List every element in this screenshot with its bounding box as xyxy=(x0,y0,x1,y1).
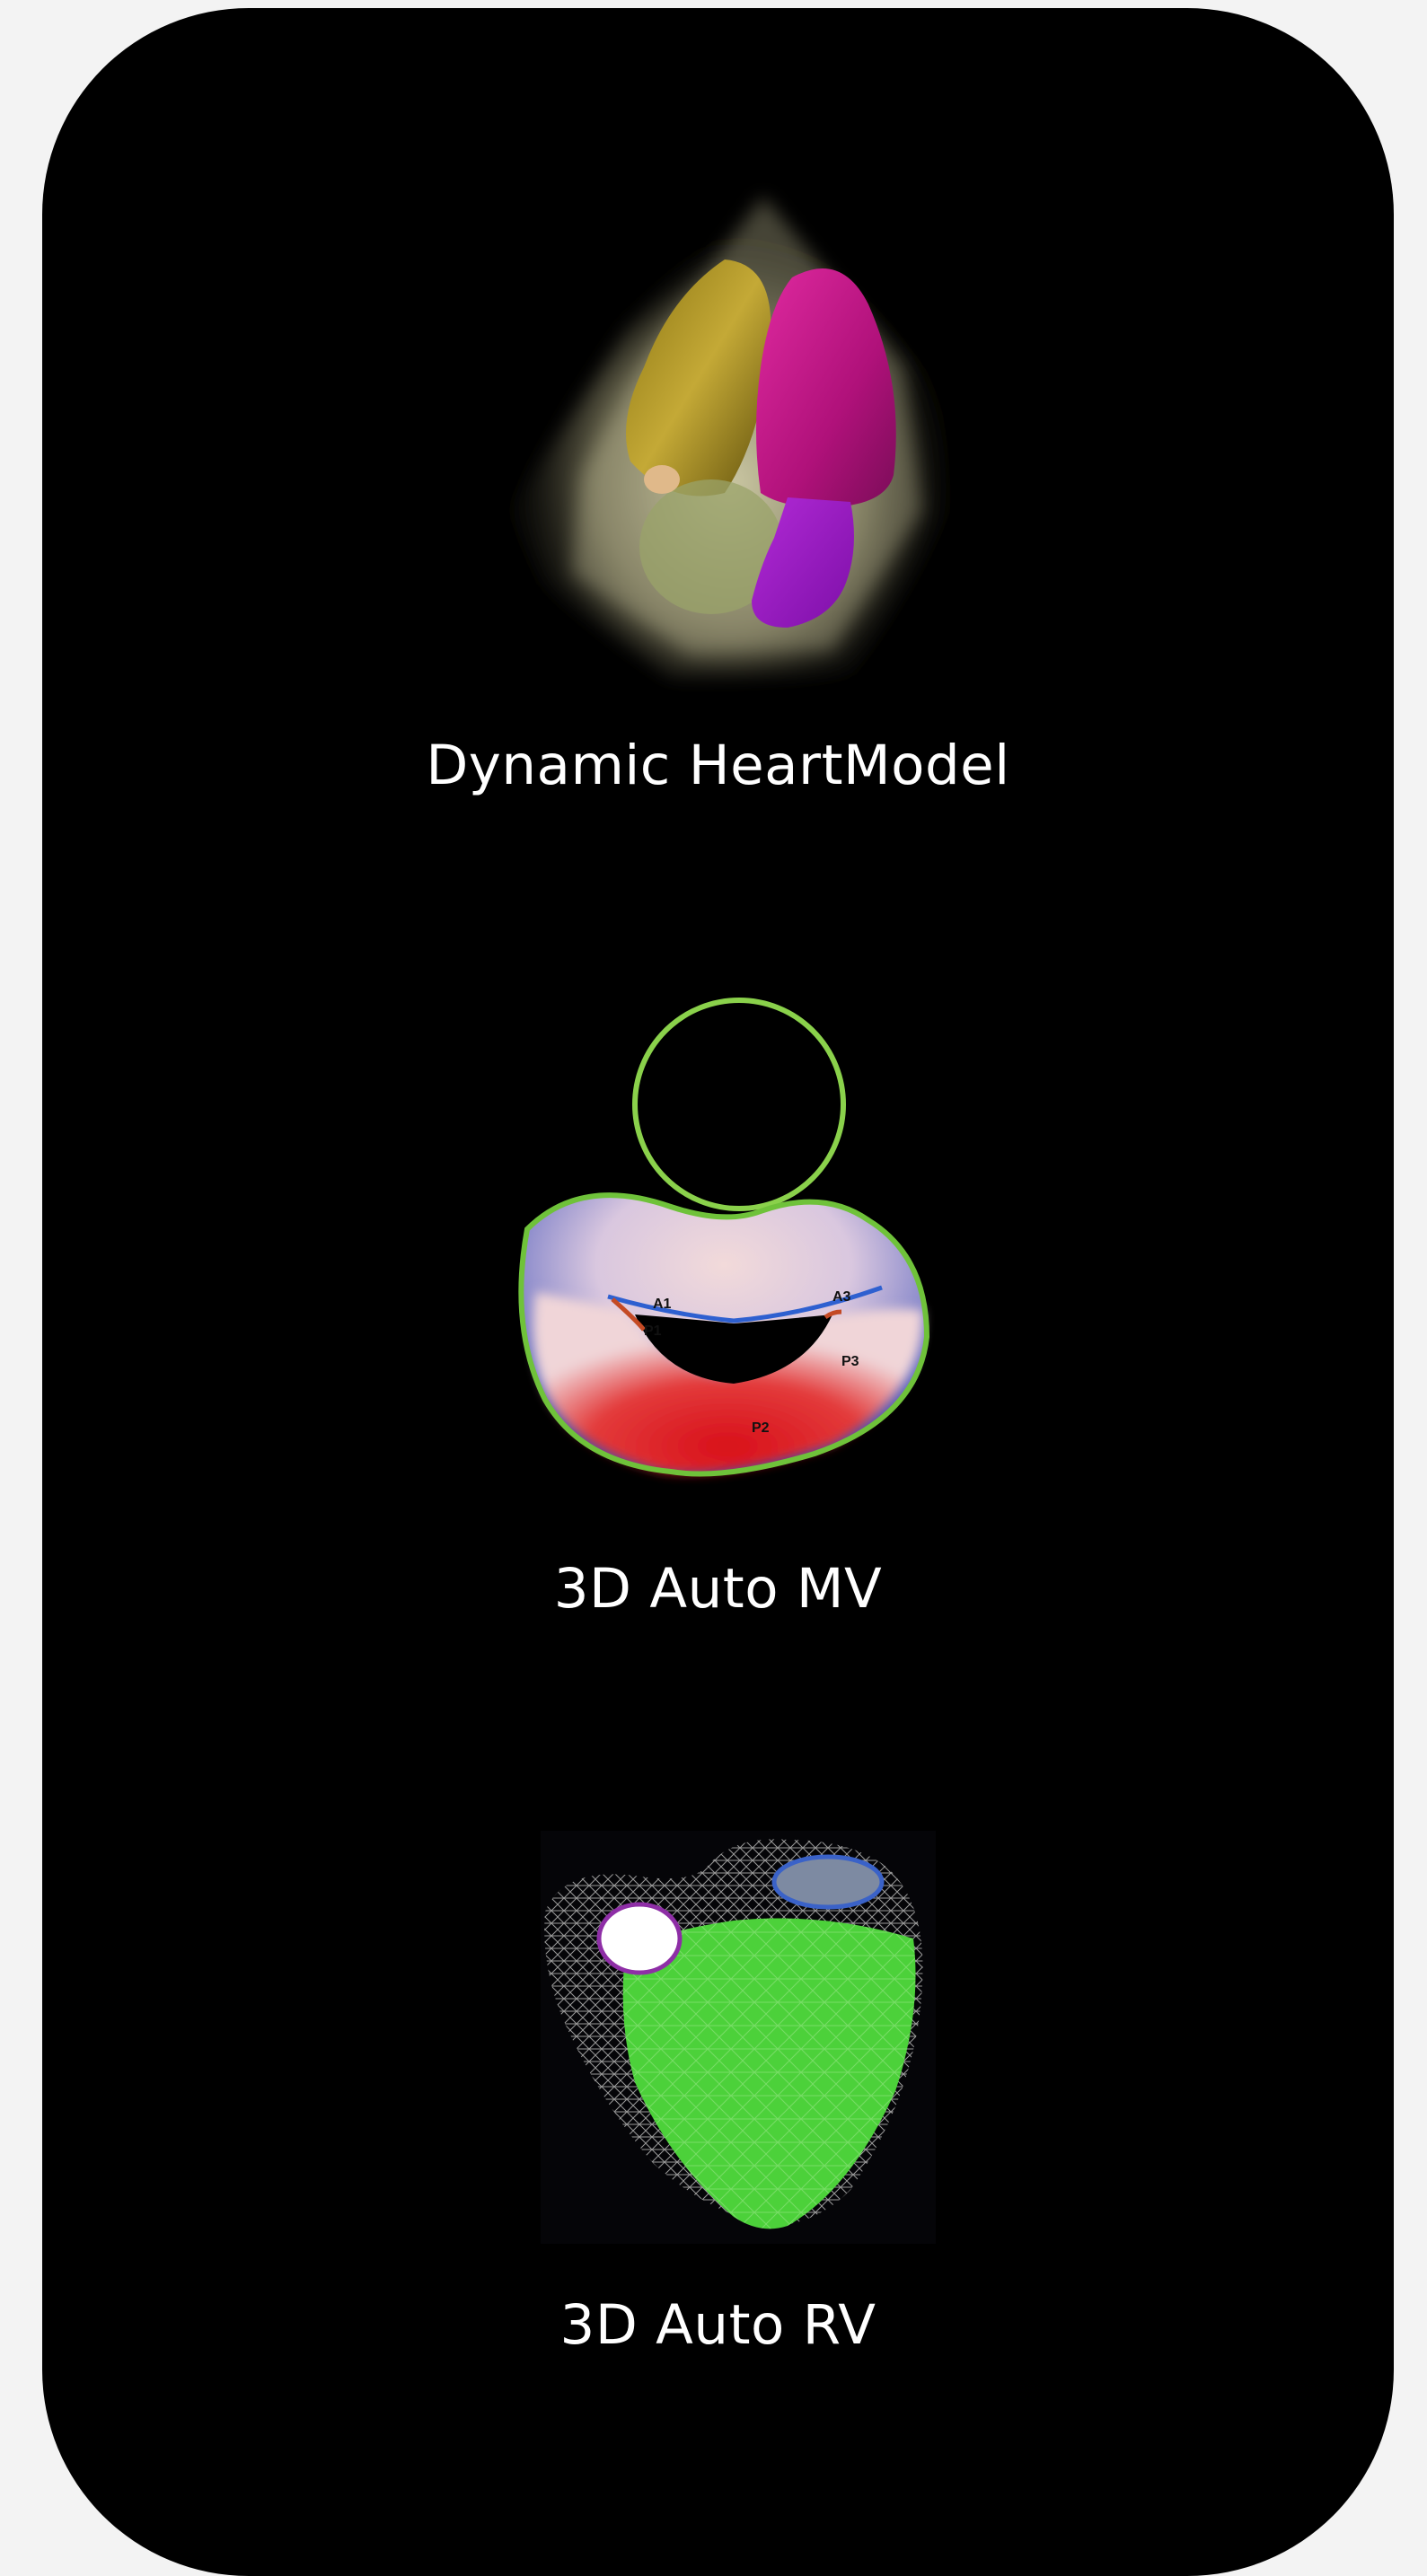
segment-label-a3: A3 xyxy=(832,1289,851,1305)
feature-label: Dynamic HeartModel xyxy=(426,734,1010,797)
segment-label-a1: A1 xyxy=(653,1297,672,1312)
features-panel: Dynamic HeartModel xyxy=(42,8,1394,2576)
segment-label-p2: P2 xyxy=(752,1420,770,1436)
segment-label-p1: P1 xyxy=(644,1323,662,1339)
mitral-valve-model-image: A1 A3 P1 P2 P3 xyxy=(518,998,930,1477)
feature-3d-auto-rv: 3D Auto RV xyxy=(42,1804,1394,2396)
feature-label: 3D Auto RV xyxy=(559,2293,876,2357)
feature-label: 3D Auto MV xyxy=(553,1557,883,1621)
right-ventricle-mesh-image xyxy=(541,1831,936,2244)
segment-label-p3: P3 xyxy=(841,1354,859,1369)
heart-chambers-echo-image xyxy=(509,192,949,677)
feature-3d-auto-mv: A1 A3 P1 P2 P3 3D Auto MV xyxy=(42,996,1394,1642)
feature-dynamic-heartmodel: Dynamic HeartModel xyxy=(42,8,1394,816)
